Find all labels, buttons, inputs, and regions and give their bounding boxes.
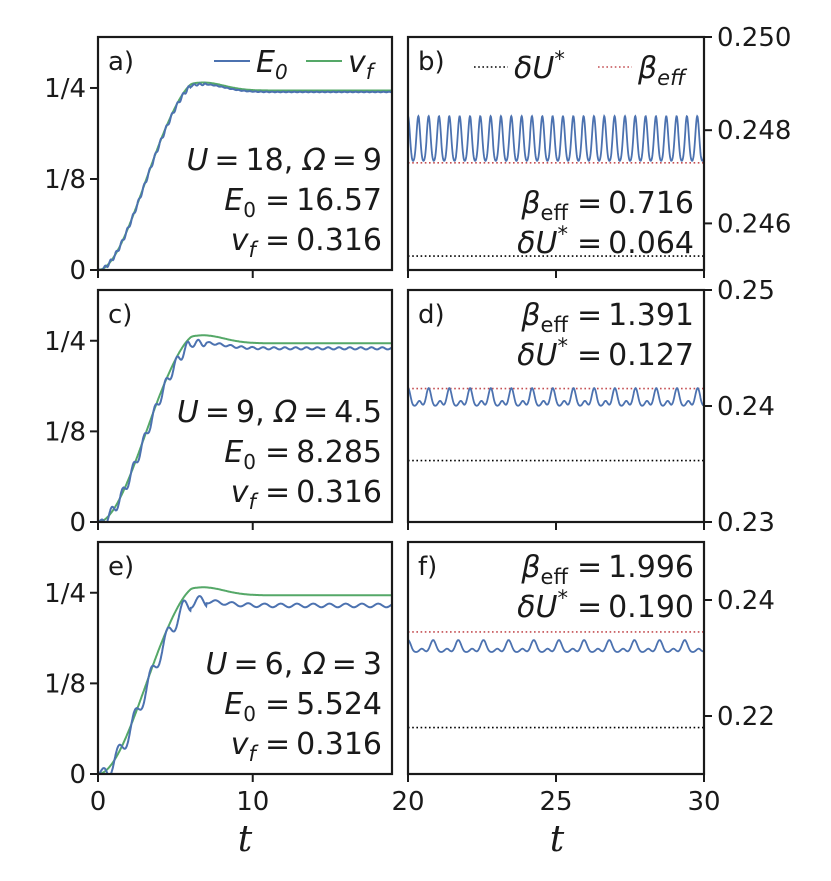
- x-tick-label: 10: [236, 787, 269, 817]
- legend-e0-label: E0: [256, 45, 291, 84]
- y-tick-label: 1/4: [44, 327, 86, 357]
- y-tick-label: 0.25: [717, 276, 775, 306]
- e0-series-line: [408, 639, 704, 653]
- x-axis-title-left: t: [238, 819, 253, 860]
- x-axis-title-right: t: [550, 819, 565, 860]
- annotation-line: E0 = 5.524: [224, 687, 382, 726]
- annotation-line: βeff = 1.996: [520, 550, 694, 589]
- legend-left: E0 vf: [214, 45, 377, 84]
- annotation-line: βeff = 1.391: [520, 298, 694, 337]
- legend-du-label: δU*: [514, 47, 568, 86]
- e0-series-line: [408, 387, 704, 407]
- y-tick-label: 0.24: [717, 392, 775, 422]
- y-tick-label: 0: [69, 508, 86, 538]
- panel-frame-5: [406, 540, 706, 776]
- annotation-line: δU* = 0.190: [517, 586, 694, 625]
- y-tick-label: 1/8: [44, 669, 86, 699]
- y-tick-label: 0.24: [717, 586, 775, 616]
- annotation-line: U = 9, Ω = 4.5: [177, 395, 382, 430]
- panel-label: b): [418, 47, 445, 77]
- annotation-line: vf = 0.316: [231, 223, 382, 262]
- annotation-line: δU* = 0.127: [517, 334, 694, 373]
- panel-label: e): [108, 552, 134, 582]
- x-tick-label: 0: [90, 787, 107, 817]
- e0-series-line: [98, 338, 392, 522]
- panel-frame-3: [406, 288, 706, 524]
- annotation-line: δU* = 0.064: [517, 222, 694, 261]
- annotation-line: U = 18, Ω = 9: [186, 143, 382, 178]
- y-tick-label: 0.23: [717, 508, 775, 538]
- x-tick-label: 30: [687, 787, 720, 817]
- y-tick-label: 1/8: [44, 165, 86, 195]
- e0-series-line: [98, 595, 392, 774]
- y-tick-label: 1/4: [44, 579, 86, 609]
- x-tick-label: 25: [539, 787, 572, 817]
- annotation-line: E0 = 8.285: [224, 435, 382, 474]
- x-tick-label: 20: [391, 787, 424, 817]
- panel-label: c): [108, 300, 132, 330]
- panel-frame-0: [96, 35, 394, 272]
- annotation-line: E0 = 16.57: [224, 183, 382, 222]
- y-tick-label: 0.22: [717, 702, 775, 732]
- panel-label: a): [108, 47, 134, 77]
- y-tick-label: 0: [69, 256, 86, 286]
- panel-frame-4: [96, 540, 394, 776]
- panel-frame-2: [96, 288, 394, 524]
- panel-label: f): [418, 552, 437, 582]
- y-tick-label: 0.250: [717, 23, 791, 53]
- vf-series-line: [98, 334, 392, 522]
- legend-vf-label: vf: [348, 45, 377, 84]
- annotation-line: βeff = 0.716: [520, 186, 694, 225]
- annotation-line: vf = 0.316: [231, 475, 382, 514]
- y-tick-label: 0: [69, 760, 86, 790]
- y-tick-label: 0.248: [717, 116, 791, 146]
- annotation-line: vf = 0.316: [231, 727, 382, 766]
- legend-beta-label: βeff: [637, 51, 688, 90]
- legend-right: δU* βeff: [474, 47, 688, 90]
- e0-series-line: [98, 82, 392, 270]
- panel-frame-1: [406, 35, 706, 272]
- y-tick-label: 1/8: [44, 417, 86, 447]
- panel-label: d): [418, 300, 445, 330]
- y-tick-label: 1/4: [44, 74, 86, 104]
- annotation-line: U = 6, Ω = 3: [206, 647, 382, 682]
- e0-series-line: [408, 113, 704, 162]
- y-tick-label: 0.246: [717, 209, 791, 239]
